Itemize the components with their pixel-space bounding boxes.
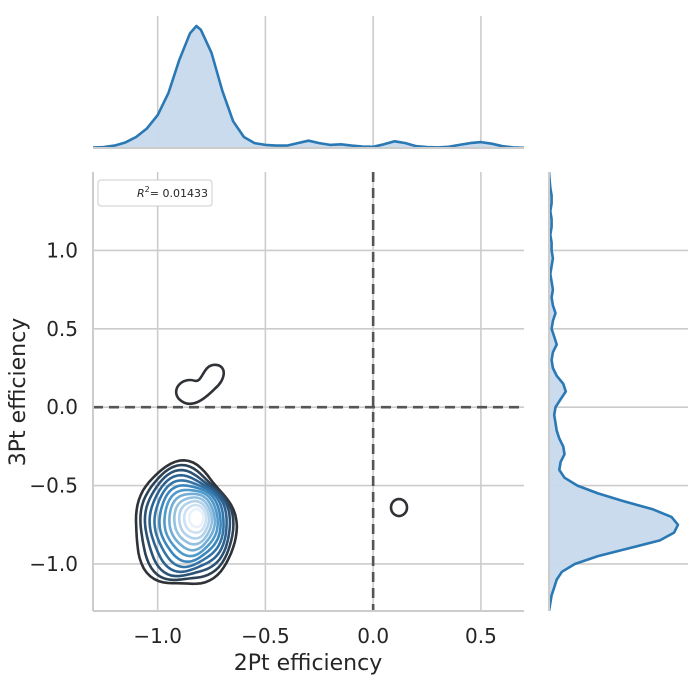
kde-contour-blob (174, 363, 226, 406)
y-tick-label: 0.5 (46, 317, 78, 341)
y-tick-label: 1.0 (46, 238, 78, 262)
y-tick-label: −0.5 (29, 474, 78, 498)
marginal-y-density-fill (549, 172, 678, 611)
marginal-x-density-line (93, 24, 524, 149)
kde-contour-level (163, 488, 219, 558)
kde-contour-level (177, 499, 211, 540)
x-tick-labels: −1.0 −0.5 0.0 0.5 (133, 624, 496, 648)
kde-contour-level (168, 492, 217, 552)
kde-contour-level (143, 468, 232, 578)
x-axis-label: 2Pt efficiency (234, 651, 383, 676)
kde-contour-ring (389, 497, 409, 518)
marginal-y-panel (548, 172, 688, 611)
marginal-x-density-fill (93, 26, 524, 148)
x-tick-label: 0.0 (357, 624, 389, 648)
kde-contour-level (134, 458, 239, 586)
legend-box (97, 179, 213, 207)
marginal-x-panel (93, 16, 524, 149)
legend-text: R2= 0.01433 (137, 185, 208, 200)
y-axis-label: 3Pt efficiency (6, 318, 31, 467)
x-tick-label: 0.5 (465, 624, 497, 648)
x-tick-label: −0.5 (241, 624, 290, 648)
x-tick-label: −1.0 (133, 624, 182, 648)
y-tick-label: −1.0 (29, 552, 78, 576)
kde-contour-level (158, 484, 222, 564)
kde-contour-level (173, 496, 214, 546)
kde-contour-level (187, 507, 205, 529)
y-tick-labels: −1.0 −0.5 0.0 0.5 1.0 (29, 238, 78, 576)
joint-panel: −1.0 −0.5 0.0 0.5 −1.0 −0.5 0.0 0.5 1.0 R2= 0.0… (6, 172, 524, 676)
legend: R2= 0.01433 (97, 179, 213, 207)
kde-contours (134, 363, 409, 586)
marginal-y-density-line (548, 172, 680, 611)
joint-grid (93, 172, 524, 611)
kde-contour-level (182, 503, 208, 535)
kde-contour-level (153, 479, 225, 569)
kde-contour-level (148, 473, 228, 574)
kde-contour-level (139, 463, 235, 582)
y-tick-label: 0.0 (46, 395, 78, 419)
